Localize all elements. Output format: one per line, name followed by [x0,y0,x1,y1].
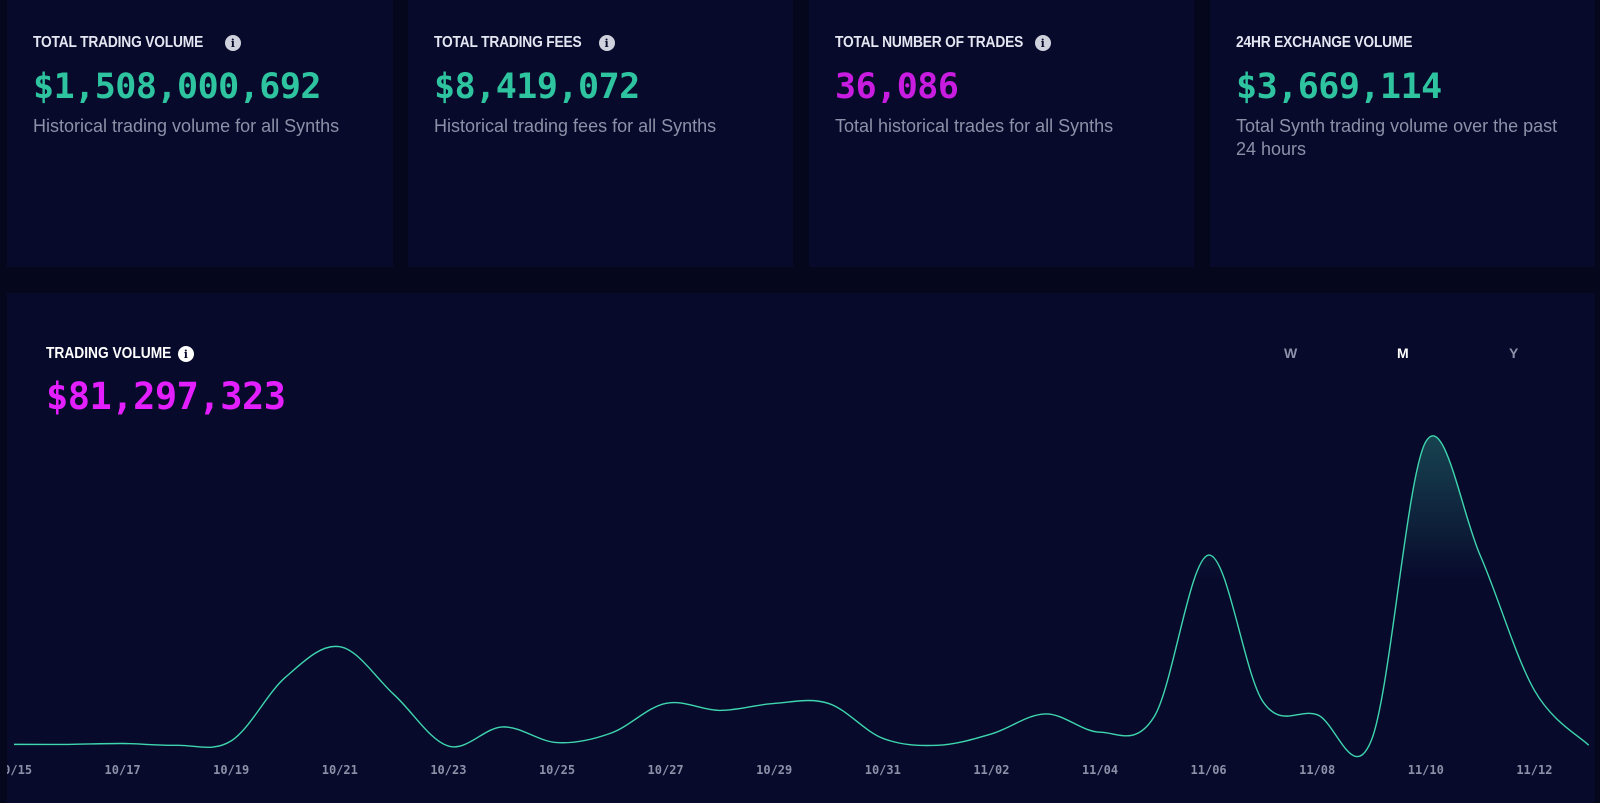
data-point-10/20[interactable] [283,674,289,680]
data-point-10/30[interactable] [826,700,832,706]
stat-card-total-number-of-trades: TOTAL NUMBER OF TRADES i 36,086 Total hi… [809,0,1194,267]
card-title: TOTAL NUMBER OF TRADES [835,34,1024,51]
data-point-11/12[interactable] [1531,687,1537,693]
data-point-11/05[interactable] [1151,713,1157,719]
data-point-11/08[interactable] [1314,712,1320,718]
data-point-11/01[interactable] [934,742,940,748]
data-point-10/22[interactable] [391,692,397,698]
card-value: 36,086 [835,67,959,107]
x-tick-label: 11/04 [1082,763,1118,777]
data-point-11/04[interactable] [1097,729,1103,735]
data-point-11/11[interactable] [1477,552,1483,558]
info-icon[interactable]: i [598,35,615,51]
data-point-10/21[interactable] [337,644,343,650]
stat-card-total-trading-fees: TOTAL TRADING FEES i $8,419,072 Historic… [408,0,793,267]
data-point-10/31[interactable] [880,735,886,741]
card-title: TOTAL TRADING VOLUME [33,34,204,51]
trading-volume-panel: 10/15 10/17 10/19 10/21 10/23 10/25 10/27 10/29… [7,293,1595,803]
panel-value: $81,297,323 [46,375,286,418]
stat-card-24hr-exchange-volume: 24HR EXCHANGE VOLUME $3,669,114 Total Sy… [1210,0,1595,267]
data-point-11/13[interactable] [1586,742,1592,748]
trading-volume-chart: 10/15 10/17 10/19 10/21 10/23 10/25 10/27 10/29… [7,435,1592,777]
x-tick-label: 11/06 [1191,763,1227,777]
x-tick-label: 10/15 [7,763,32,777]
data-point-10/19[interactable] [228,738,234,744]
card-value: $8,419,072 [434,67,640,107]
x-tick-label: 10/21 [322,763,358,777]
x-tick-label: 10/17 [105,763,141,777]
card-description: Total Synth trading volume over the past… [1236,116,1558,159]
x-tick-label: 11/12 [1516,763,1552,777]
data-point-10/29[interactable] [771,700,777,706]
card-value: $3,669,114 [1236,67,1442,107]
info-icon[interactable]: i [177,346,194,362]
data-point-11/06[interactable] [1206,552,1212,558]
stat-card-total-trading-volume: TOTAL TRADING VOLUME i $1,508,000,692 Hi… [7,0,393,267]
card-title: TOTAL TRADING FEES [434,34,582,51]
data-point-10/17[interactable] [120,741,126,747]
data-point-10/18[interactable] [174,742,180,748]
x-tick-label: 11/10 [1408,763,1444,777]
data-point-10/28[interactable] [717,707,723,713]
card-title: 24HR EXCHANGE VOLUME [1236,34,1413,51]
data-point-11/02[interactable] [988,731,994,737]
card-description: Historical trading volume for all Synths [33,116,340,136]
range-year-button[interactable]: Y [1509,345,1519,361]
data-point-10/24[interactable] [500,724,506,730]
volume-area [14,435,1589,757]
x-tick-label: 10/19 [213,763,249,777]
x-tick-label: 11/08 [1299,763,1335,777]
data-point-10/27[interactable] [663,700,669,706]
x-tick-label: 10/31 [865,763,901,777]
data-point-11/09[interactable] [1369,737,1375,743]
data-point-10/15[interactable] [11,741,17,747]
data-point-10/23[interactable] [445,743,451,749]
x-tick-label: 10/27 [648,763,684,777]
data-point-11/07[interactable] [1260,699,1266,705]
info-icon[interactable]: i [224,35,241,51]
x-tick-label: 10/29 [756,763,792,777]
x-tick-label: 11/02 [973,763,1009,777]
volume-line [13,435,1590,758]
card-description: Total historical trades for all Synths [835,116,1114,136]
data-point-10/25[interactable] [554,740,560,746]
info-icon[interactable]: i [1034,35,1051,51]
card-description: Historical trading fees for all Synths [434,116,717,136]
range-month-button[interactable]: M [1397,345,1409,361]
range-week-button[interactable]: W [1284,345,1298,361]
data-point-10/26[interactable] [608,730,614,736]
card-value: $1,508,000,692 [33,67,322,107]
data-point-10/16[interactable] [65,741,71,747]
panel-title: TRADING VOLUME [46,345,172,362]
x-tick-label: 10/23 [430,763,466,777]
data-point-11/03[interactable] [1043,711,1049,717]
data-point-11/10[interactable] [1423,439,1429,445]
x-tick-label: 10/25 [539,763,575,777]
